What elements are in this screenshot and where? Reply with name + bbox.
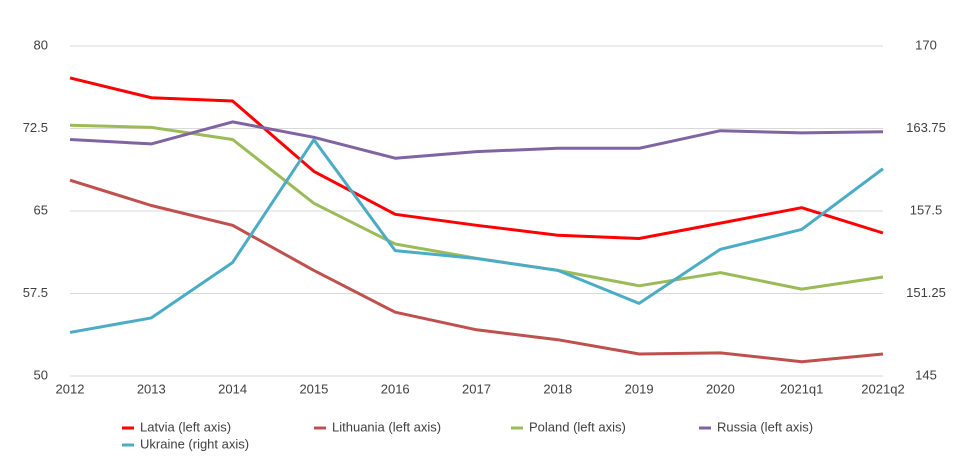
series-line	[69, 178, 884, 364]
x-tick-label: 2018	[543, 381, 572, 396]
legend-label: Latvia (left axis)	[140, 419, 231, 434]
y2-tick-label: 151.25	[906, 285, 946, 300]
y-tick-label: 65	[34, 202, 48, 217]
x-tick-label: 2021q1	[780, 381, 823, 396]
series-line	[69, 123, 884, 291]
legend-label: Ukraine (right axis)	[140, 436, 249, 451]
legend-label: Poland (left axis)	[529, 419, 626, 434]
x-tick-label: 2012	[56, 381, 85, 396]
legend-label: Lithuania (left axis)	[332, 419, 441, 434]
x-tick-label: 2015	[299, 381, 328, 396]
x-tick-label: 2019	[625, 381, 654, 396]
y2-tick-label: 170	[915, 37, 937, 52]
x-tick-label: 2014	[218, 381, 247, 396]
series-line	[69, 120, 884, 160]
y-tick-label: 80	[34, 37, 48, 52]
series-line	[69, 138, 884, 334]
y-tick-label: 72.5	[23, 120, 48, 135]
x-tick-label: 2017	[462, 381, 491, 396]
legend-label: Russia (left axis)	[717, 419, 813, 434]
series-line	[69, 76, 884, 240]
y-tick-label: 50	[34, 367, 48, 382]
y2-tick-label: 157.5	[910, 202, 943, 217]
y2-tick-label: 145	[915, 367, 937, 382]
x-tick-label: 2020	[706, 381, 735, 396]
x-tick-label: 2021q2	[861, 381, 904, 396]
x-tick-label: 2013	[137, 381, 166, 396]
y2-tick-label: 163.75	[906, 120, 946, 135]
x-tick-label: 2016	[381, 381, 410, 396]
y-tick-label: 57.5	[23, 285, 48, 300]
